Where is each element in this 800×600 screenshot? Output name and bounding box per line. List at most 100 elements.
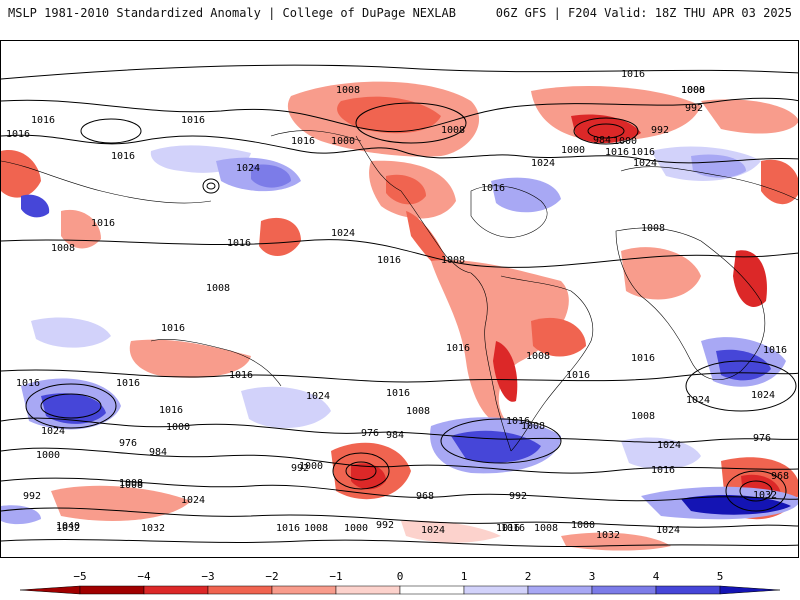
contour-label: 1016 (501, 523, 525, 534)
contour-label: 1016 (31, 115, 55, 126)
colorbar-tick-label: 5 (717, 570, 724, 583)
contour-label: 1016 (161, 323, 185, 334)
anomaly-pos (621, 437, 701, 470)
colorbar-tick-label: 2 (525, 570, 532, 583)
contour-label: 992 (291, 463, 309, 474)
contour-label: 1024 (236, 163, 260, 174)
anomaly-neg (351, 463, 386, 490)
anomaly-neg (259, 217, 301, 257)
contour-label: 1016 (91, 218, 115, 229)
contour-label: 1016 (111, 151, 135, 162)
colorbar-tick-label: 1 (461, 570, 468, 583)
anomaly-neg (571, 114, 641, 144)
contour-label: 1024 (421, 525, 445, 536)
anomaly-neg (337, 96, 441, 134)
coastlines (1, 130, 798, 452)
isobar-contours (1, 64, 798, 547)
colorbar-tick-label: −1 (329, 570, 342, 583)
contour-label: 1000 (571, 520, 595, 531)
colorbar-tick-label: −5 (73, 570, 86, 583)
contour-label: 1000 (331, 136, 355, 147)
colorbar-tick-label: 0 (397, 570, 404, 583)
anomaly-neg (401, 520, 501, 543)
anomaly-neg (531, 317, 586, 357)
colorbar-tick-label: 3 (589, 570, 596, 583)
contour-label: 1000 (561, 145, 585, 156)
contour-label: 1016 (631, 147, 655, 158)
contour-label: 1032 (56, 523, 80, 534)
contour-label: 1032 (596, 530, 620, 541)
contour-label: 1032 (753, 490, 777, 501)
anomaly-neg (1, 150, 41, 198)
contour-label: 992 (685, 103, 703, 114)
colorbar-segment (655, 585, 721, 595)
contour-label: 992 (23, 491, 41, 502)
colorbar-left-arrow (19, 585, 81, 595)
contour-label: 1008 (206, 283, 230, 294)
map-title: MSLP 1981-2010 Standardized Anomaly | Co… (8, 6, 456, 20)
contour-labels: 1016 1016 1016 1008 1016 1000 1016 1008 … (6, 69, 789, 541)
anomaly-neg (531, 86, 701, 141)
contour-label: 1016 (763, 345, 787, 356)
contour-label: 976 (753, 433, 771, 444)
contour-label: 1016 (276, 523, 300, 534)
contour-label: 1000 (299, 461, 323, 472)
contour-label: 1016 (116, 378, 140, 389)
colorbar-tick-label: 4 (653, 570, 660, 583)
contour-label: 1016 (159, 405, 183, 416)
colorbar-tick-label: −3 (201, 570, 214, 583)
anomaly-pos (251, 164, 291, 188)
anomaly-pos (691, 154, 746, 178)
contour-label: 1016 (291, 136, 315, 147)
contour-label: 1024 (751, 390, 775, 401)
contour-label: 984 (149, 447, 167, 458)
anomaly-neg (129, 339, 251, 378)
contour-label: 976 (119, 438, 137, 449)
anomaly-neg (431, 260, 569, 423)
contour-label: 1008 (336, 85, 360, 96)
contour-label: 1016 (377, 255, 401, 266)
colorbar-segment (79, 585, 145, 595)
contour-label: 1016 (6, 129, 30, 140)
contour-label: 1016 (481, 183, 505, 194)
colorbar-tick-label: −4 (137, 570, 151, 583)
contour-label: 984 (593, 135, 611, 146)
contour-label: 968 (771, 471, 789, 482)
colorbar-segment (591, 585, 657, 595)
contour-label: 1008 (441, 255, 465, 266)
contour-label: 1032 (141, 523, 165, 534)
contour-label: 1024 (657, 440, 681, 451)
contour-label: 1000 (36, 450, 60, 461)
contour-label: 1016 (181, 115, 205, 126)
contour-label: 984 (386, 430, 404, 441)
contour-label: 1008 (51, 243, 75, 254)
contour-label: 992 (376, 520, 394, 531)
contour-label: 976 (361, 428, 379, 439)
contour-label: 1024 (41, 426, 65, 437)
contour-label: 1024 (633, 158, 657, 169)
contour-label: 1016 (229, 370, 253, 381)
anomaly-neg (386, 174, 426, 205)
colorbar-segment (335, 585, 401, 595)
contour-label: 1008 (534, 523, 558, 534)
contour-label: 1016 (621, 69, 645, 80)
contour-label: 1016 (227, 238, 251, 249)
anomaly-map: 1016 1016 1016 1008 1016 1000 1016 1008 … (0, 40, 799, 558)
contour-label: 968 (416, 491, 434, 502)
contour-label: 1024 (686, 395, 710, 406)
anomaly-pos (21, 194, 50, 218)
contour-label: 992 (509, 491, 527, 502)
contour-label: 1000 (344, 523, 368, 534)
map-canvas: 1016 1016 1016 1008 1016 1000 1016 1008 … (1, 64, 798, 551)
colorbar-tick-label: −2 (265, 570, 278, 583)
anomaly-neg (51, 485, 191, 521)
contour-label: 1008 (441, 125, 465, 136)
contour-label: 1016 (605, 147, 629, 158)
contour-label: 1016 (496, 523, 520, 534)
contour-label: 1008 (681, 85, 705, 96)
anomaly-neg (493, 341, 518, 402)
contour-label: 1024 (306, 391, 330, 402)
colorbar-segment (207, 585, 273, 595)
contour-label: 1024 (181, 495, 205, 506)
colorbar: −5 −4 −3 −2 −1 0 1 2 3 4 5 (0, 560, 800, 600)
